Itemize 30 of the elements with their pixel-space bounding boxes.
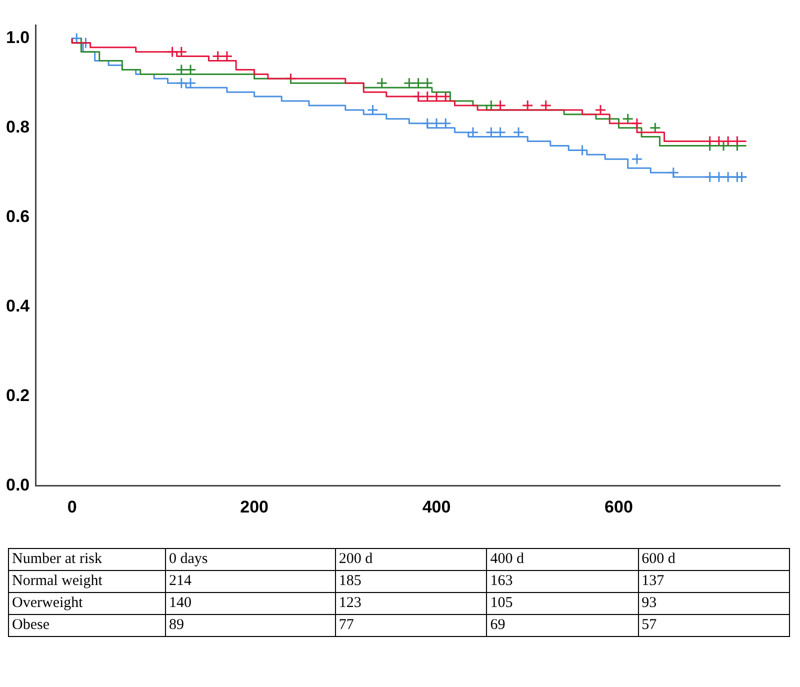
text: 105: [486, 592, 638, 614]
text: 600 d: [638, 548, 790, 570]
text: 57: [638, 614, 790, 636]
y-tick-label: 0.8: [6, 118, 30, 137]
x-tick-label: 400: [422, 497, 451, 516]
y-tick-label: 0.4: [6, 296, 30, 316]
text: 77: [335, 614, 487, 636]
x-tick-label: 600: [604, 497, 633, 516]
text: 200 d: [335, 548, 487, 570]
text: 214: [166, 570, 336, 592]
text: Number at risk: [8, 548, 166, 570]
text: 137: [638, 570, 790, 592]
text: Overweight: [8, 592, 166, 614]
text: 185: [335, 570, 487, 592]
text: 400 d: [486, 548, 638, 570]
text: Normal weight: [8, 570, 166, 592]
y-tick-label: 0.6: [6, 206, 30, 226]
text: Obese: [8, 614, 166, 636]
text: 163: [486, 570, 638, 592]
y-tick-label: 0.2: [6, 386, 30, 405]
y-tick-label: 0.0: [6, 475, 30, 494]
text: 123: [335, 592, 487, 614]
x-tick-label: 200: [240, 497, 268, 516]
text: 140: [166, 592, 336, 614]
text: 69: [486, 614, 638, 636]
text: 89: [166, 614, 336, 636]
y-tick-label: 1.0: [6, 28, 30, 48]
text: 0 days: [166, 548, 336, 570]
text: 93: [638, 592, 790, 614]
x-tick-label: 0: [67, 497, 77, 516]
